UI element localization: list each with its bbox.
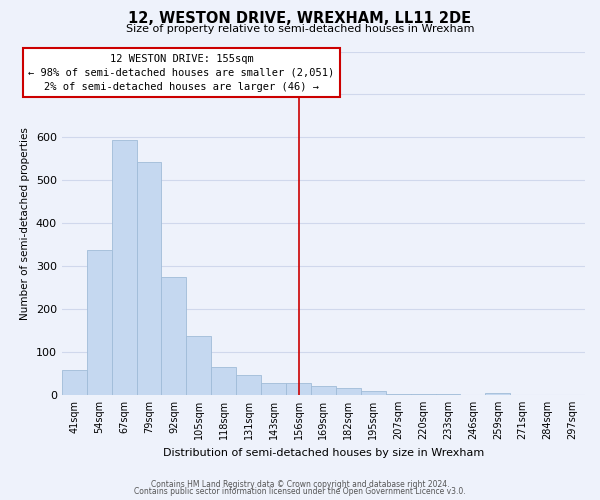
Bar	[261, 383, 286, 395]
Bar	[311, 386, 336, 395]
Bar	[87, 250, 112, 395]
Bar	[410, 394, 436, 395]
Bar	[361, 392, 386, 395]
X-axis label: Distribution of semi-detached houses by size in Wrexham: Distribution of semi-detached houses by …	[163, 448, 484, 458]
Bar	[137, 162, 161, 395]
Bar	[485, 393, 510, 395]
Bar	[112, 140, 137, 395]
Bar	[161, 277, 187, 395]
Text: 12, WESTON DRIVE, WREXHAM, LL11 2DE: 12, WESTON DRIVE, WREXHAM, LL11 2DE	[128, 11, 472, 26]
Bar	[187, 336, 211, 395]
Bar	[336, 388, 361, 395]
Bar	[436, 394, 460, 395]
Bar	[62, 370, 87, 395]
Text: 12 WESTON DRIVE: 155sqm
← 98% of semi-detached houses are smaller (2,051)
2% of : 12 WESTON DRIVE: 155sqm ← 98% of semi-de…	[28, 54, 335, 92]
Text: Contains HM Land Registry data © Crown copyright and database right 2024.: Contains HM Land Registry data © Crown c…	[151, 480, 449, 489]
Bar	[211, 367, 236, 395]
Y-axis label: Number of semi-detached properties: Number of semi-detached properties	[20, 127, 30, 320]
Bar	[386, 394, 410, 395]
Bar	[236, 375, 261, 395]
Bar	[286, 383, 311, 395]
Text: Contains public sector information licensed under the Open Government Licence v3: Contains public sector information licen…	[134, 487, 466, 496]
Text: Size of property relative to semi-detached houses in Wrexham: Size of property relative to semi-detach…	[126, 24, 474, 34]
